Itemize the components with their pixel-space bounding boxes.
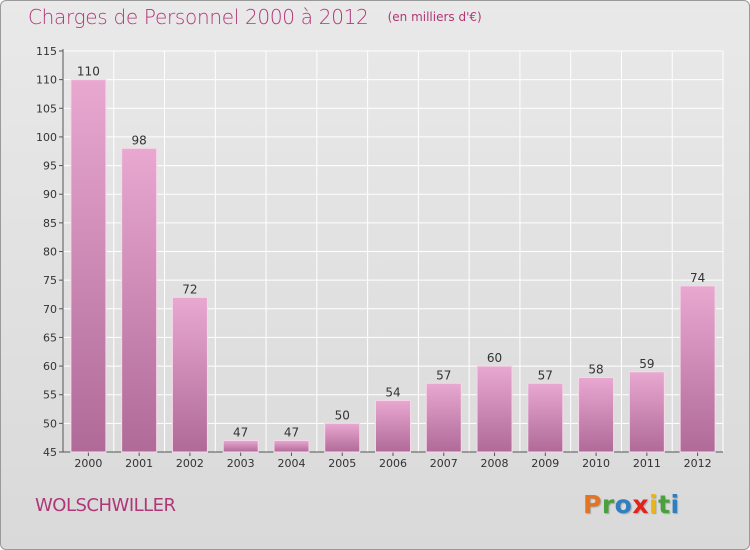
value-label: 72 [182, 282, 197, 296]
y-tick-label: 75 [43, 274, 57, 287]
y-tick-label: 55 [43, 389, 57, 402]
y-tick-label: 110 [36, 74, 57, 87]
y-tick-label: 50 [43, 417, 57, 430]
x-tick-label: 2002 [176, 457, 204, 470]
bar-2001 [121, 147, 158, 453]
y-tick-label: 60 [43, 360, 57, 373]
y-tick-label: 90 [43, 188, 57, 201]
proxiti-logo[interactable]: Proxiti [583, 490, 680, 519]
title-row: Charges de Personnel 2000 à 2012 (en mil… [28, 5, 482, 29]
bar-2009 [527, 382, 564, 453]
y-tick-label: 100 [36, 131, 57, 144]
x-tick-label: 2003 [227, 457, 255, 470]
x-tick-label: 2012 [684, 457, 712, 470]
bar-2007 [425, 382, 462, 453]
commune-name: WOLSCHWILLER [35, 495, 176, 516]
x-tick-label: 2009 [531, 457, 559, 470]
value-label: 98 [132, 133, 147, 147]
logo-letter: o [614, 490, 633, 519]
x-tick-label: 2005 [328, 457, 356, 470]
value-label: 57 [538, 368, 553, 382]
chart-title: Charges de Personnel 2000 à 2012 [28, 5, 369, 29]
bar-2005 [324, 422, 361, 453]
value-label: 47 [233, 426, 248, 440]
x-tick-label: 2008 [481, 457, 509, 470]
x-tick-label: 2006 [379, 457, 407, 470]
bar-2011 [628, 371, 665, 453]
value-label: 57 [436, 368, 451, 382]
axis-layer: 45 50 55 60 65 70 75 80 85 90 95 100 105 110 115 [36, 45, 723, 459]
value-label: 60 [487, 351, 502, 365]
x-tick-label: 2010 [582, 457, 610, 470]
value-label: 50 [335, 408, 350, 422]
value-label: 59 [639, 357, 654, 371]
value-label: 54 [385, 385, 400, 399]
bar-2006 [375, 399, 411, 453]
x-tick-label: 2007 [430, 457, 458, 470]
logo-letter: i [670, 490, 680, 519]
value-label: 74 [690, 271, 705, 285]
logo-letter: P [583, 490, 602, 519]
y-tick-label: 65 [43, 331, 57, 344]
chart-subtitle: (en milliers d'€) [387, 10, 482, 24]
value-label: 110 [77, 65, 100, 79]
x-tick-label: 2004 [277, 457, 305, 470]
logo-letter: t [658, 490, 671, 519]
y-tick-label: 80 [43, 246, 57, 259]
value-label: 47 [284, 426, 299, 440]
value-label: 58 [588, 363, 603, 377]
y-tick-label: 70 [43, 303, 57, 316]
bar-2003 [222, 440, 259, 453]
bar-2012 [679, 285, 716, 453]
y-tick-label: 45 [43, 446, 57, 459]
logo-letter: i [649, 490, 659, 519]
logo-letter: r [601, 490, 615, 519]
label-layer: 110 2000 98 2001 72 2002 47 2003 47 2004 50 2005 54 2… [74, 65, 711, 470]
y-tick-label: 95 [43, 160, 57, 173]
bar-2002 [171, 296, 208, 453]
logo-letter: x [632, 490, 649, 519]
bar-2010 [578, 377, 615, 453]
bar-layer [70, 79, 716, 453]
bar-2004 [273, 440, 310, 453]
y-tick-label: 105 [36, 102, 57, 115]
x-tick-label: 2011 [633, 457, 661, 470]
x-tick-label: 2000 [74, 457, 102, 470]
y-tick-label: 85 [43, 217, 57, 230]
bar-2008 [476, 365, 513, 453]
bar-2000 [70, 79, 107, 453]
x-tick-label: 2001 [125, 457, 153, 470]
y-tick-label: 115 [36, 45, 57, 58]
